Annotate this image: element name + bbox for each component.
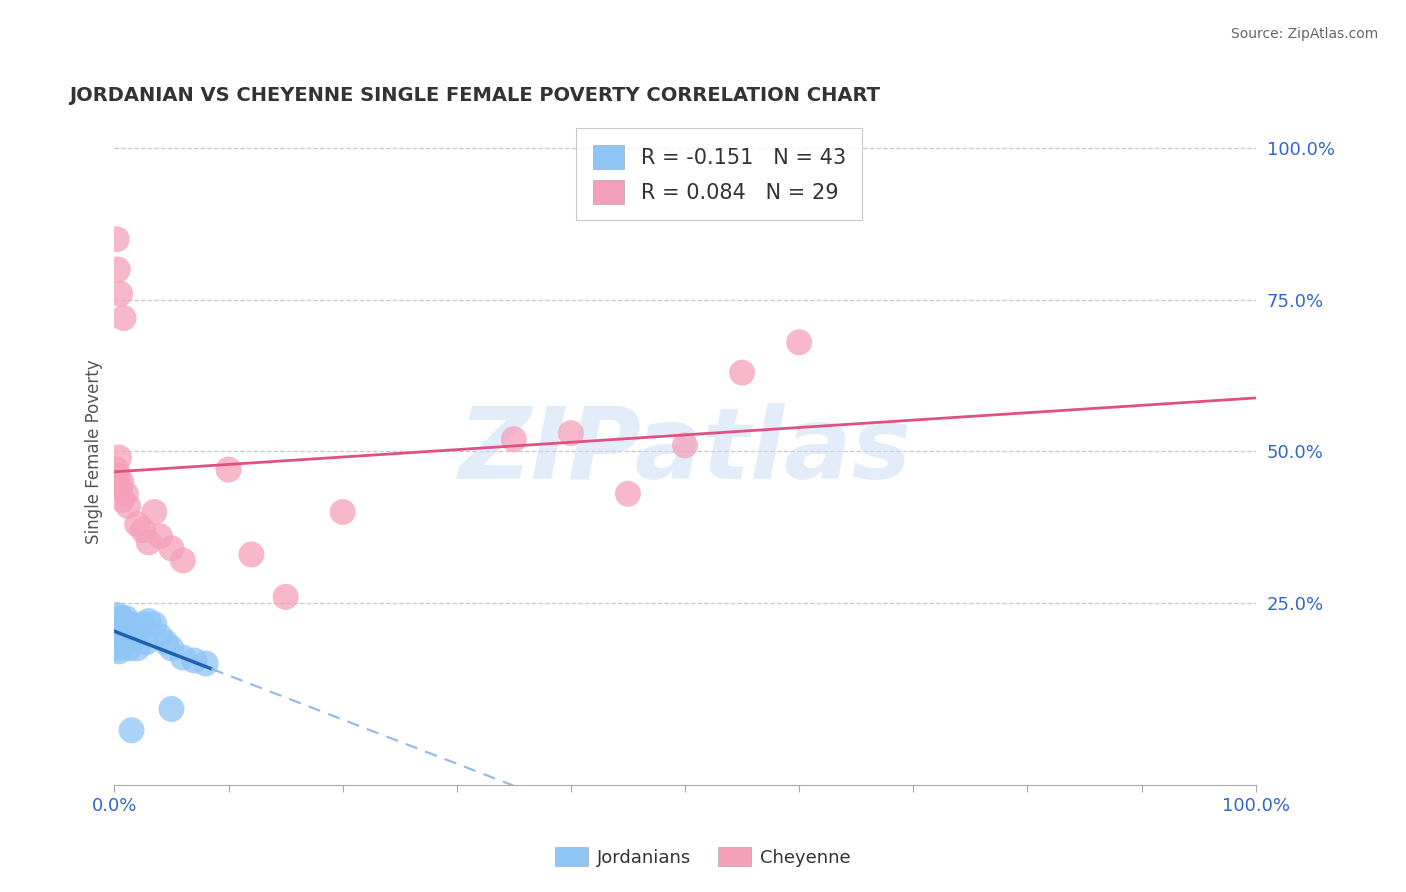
- Point: [731, 366, 754, 380]
- Point: [114, 611, 136, 625]
- Point: [108, 632, 131, 647]
- Point: [112, 620, 135, 634]
- Text: ZIPatlas: ZIPatlas: [458, 403, 911, 500]
- Point: [121, 617, 143, 632]
- Point: [132, 617, 155, 632]
- Point: [105, 629, 128, 643]
- Point: [787, 335, 810, 350]
- Point: [104, 635, 127, 649]
- Point: [108, 450, 131, 465]
- Point: [111, 614, 134, 628]
- Point: [143, 505, 166, 519]
- Point: [121, 635, 143, 649]
- Point: [502, 432, 524, 446]
- Point: [107, 262, 129, 277]
- Text: JORDANIAN VS CHEYENNE SINGLE FEMALE POVERTY CORRELATION CHART: JORDANIAN VS CHEYENNE SINGLE FEMALE POVE…: [69, 87, 880, 105]
- Point: [105, 232, 128, 246]
- Legend: Jordanians, Cheyenne: Jordanians, Cheyenne: [548, 840, 858, 874]
- Point: [112, 311, 135, 326]
- Point: [107, 641, 129, 656]
- Point: [138, 614, 160, 628]
- Point: [332, 505, 354, 519]
- Point: [108, 644, 131, 658]
- Point: [117, 626, 139, 640]
- Point: [111, 492, 134, 507]
- Point: [110, 475, 132, 489]
- Point: [617, 487, 640, 501]
- Point: [673, 438, 696, 452]
- Point: [118, 641, 141, 656]
- Y-axis label: Single Female Poverty: Single Female Poverty: [86, 359, 103, 544]
- Point: [183, 653, 205, 667]
- Point: [110, 638, 132, 652]
- Point: [105, 614, 128, 628]
- Point: [105, 462, 128, 476]
- Point: [240, 548, 263, 562]
- Point: [108, 614, 131, 628]
- Point: [108, 286, 131, 301]
- Point: [135, 635, 157, 649]
- Point: [127, 641, 149, 656]
- Point: [172, 650, 194, 665]
- Point: [138, 535, 160, 549]
- Point: [108, 481, 131, 495]
- Point: [149, 529, 172, 543]
- Point: [127, 517, 149, 532]
- Point: [107, 620, 129, 634]
- Point: [160, 702, 183, 716]
- Point: [112, 635, 135, 649]
- Point: [160, 541, 183, 556]
- Point: [117, 499, 139, 513]
- Point: [114, 620, 136, 634]
- Point: [172, 553, 194, 567]
- Point: [110, 611, 132, 625]
- Point: [107, 608, 129, 623]
- Point: [120, 620, 142, 634]
- Legend: R = -0.151   N = 43, R = 0.084   N = 29: R = -0.151 N = 43, R = 0.084 N = 29: [576, 128, 862, 220]
- Point: [114, 487, 136, 501]
- Point: [121, 723, 143, 738]
- Point: [114, 626, 136, 640]
- Point: [108, 629, 131, 643]
- Text: Source: ZipAtlas.com: Source: ZipAtlas.com: [1230, 27, 1378, 41]
- Point: [115, 635, 138, 649]
- Point: [560, 426, 582, 441]
- Point: [194, 657, 217, 671]
- Point: [160, 641, 183, 656]
- Point: [143, 617, 166, 632]
- Point: [128, 623, 150, 637]
- Point: [107, 629, 129, 643]
- Point: [274, 590, 297, 604]
- Point: [108, 620, 131, 634]
- Point: [110, 626, 132, 640]
- Point: [107, 468, 129, 483]
- Point: [124, 629, 146, 643]
- Point: [155, 635, 177, 649]
- Point: [111, 626, 134, 640]
- Point: [218, 462, 240, 476]
- Point: [132, 523, 155, 537]
- Point: [149, 629, 172, 643]
